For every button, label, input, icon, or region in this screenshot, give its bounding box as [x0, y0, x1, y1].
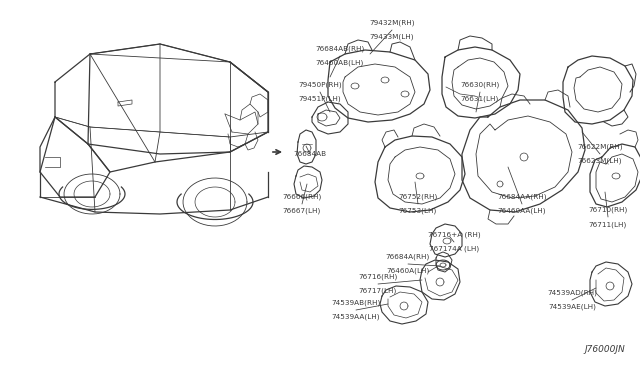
Text: 74539AE(LH): 74539AE(LH) [548, 304, 596, 311]
Text: 76684A(RH): 76684A(RH) [386, 253, 430, 260]
Text: 76667(LH): 76667(LH) [283, 208, 321, 215]
Text: 76684AB: 76684AB [293, 151, 326, 157]
Text: 76684AB(RH): 76684AB(RH) [316, 45, 365, 52]
Text: 74539AA(LH): 74539AA(LH) [332, 314, 380, 321]
Text: 76684AA(RH): 76684AA(RH) [497, 193, 547, 200]
Text: J76000JN: J76000JN [584, 345, 625, 354]
Text: 79432M(RH): 79432M(RH) [369, 19, 415, 26]
Text: 767174A (LH): 767174A (LH) [429, 246, 479, 253]
Text: 76717(LH): 76717(LH) [359, 288, 397, 295]
Text: 76711(LH): 76711(LH) [589, 221, 627, 228]
Text: 76666(RH): 76666(RH) [282, 193, 322, 200]
Text: 76460AA(LH): 76460AA(LH) [498, 208, 547, 215]
Text: 76630(RH): 76630(RH) [460, 81, 500, 88]
Text: 76460AB(LH): 76460AB(LH) [316, 60, 364, 67]
Text: 74539AB(RH): 74539AB(RH) [332, 299, 381, 306]
Text: 76623M(LH): 76623M(LH) [578, 158, 622, 164]
Text: 76716+A (RH): 76716+A (RH) [428, 231, 480, 238]
Text: 76753(LH): 76753(LH) [399, 208, 437, 215]
Text: 79450P(RH): 79450P(RH) [298, 81, 342, 88]
Text: 76710(RH): 76710(RH) [588, 206, 628, 213]
Text: 74539AD(RH): 74539AD(RH) [547, 289, 597, 296]
Text: 79433M(LH): 79433M(LH) [370, 34, 414, 41]
Text: 79451P(LH): 79451P(LH) [299, 96, 341, 103]
Text: 76622M(RH): 76622M(RH) [577, 144, 623, 150]
Text: 76460A(LH): 76460A(LH) [387, 268, 429, 275]
Text: 76716(RH): 76716(RH) [358, 273, 397, 280]
Text: 76752(RH): 76752(RH) [398, 193, 438, 200]
Text: 76631(LH): 76631(LH) [461, 96, 499, 103]
